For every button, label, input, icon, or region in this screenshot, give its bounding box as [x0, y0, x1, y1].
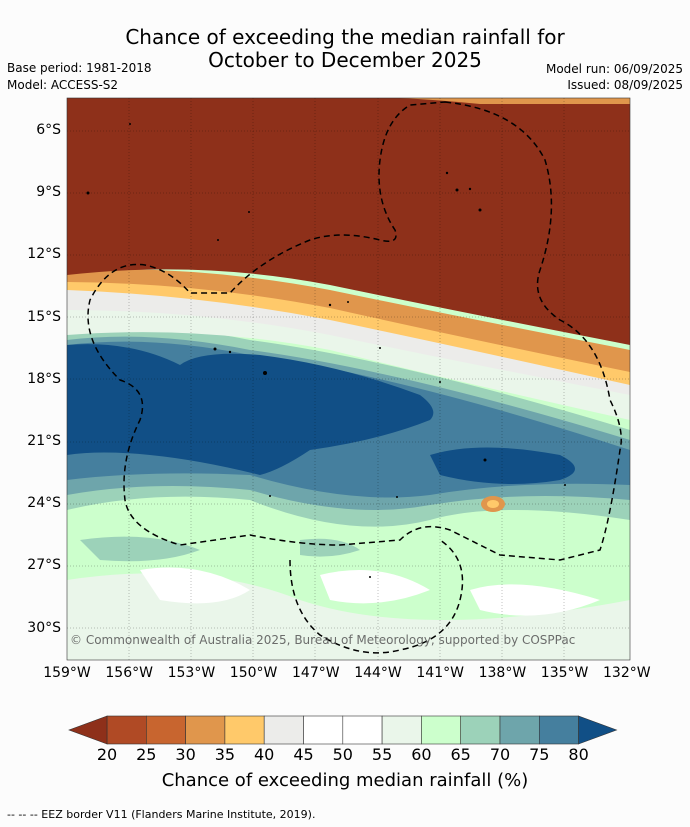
colorbar-segment [421, 715, 461, 745]
longitude-label: 147°W [292, 665, 340, 681]
latitude-label: 21°S [27, 433, 61, 449]
colorbar-tick-label: 20 [96, 745, 118, 764]
colorbar-segment [342, 715, 383, 745]
model-name: Model: ACCESS-S2 [7, 78, 119, 92]
colorbar-tick-label: 80 [568, 745, 589, 764]
colorbar-tick-label: 35 [214, 745, 236, 764]
map-title-line1: Chance of exceeding the median rainfall … [125, 25, 565, 49]
colorbar-segment [303, 715, 344, 745]
latitude-label: 9°S [36, 184, 61, 201]
eez-border [87, 101, 622, 654]
colorbar-tick-label: 60 [411, 745, 432, 764]
colorbar-segment [224, 715, 265, 745]
colorbar-segment [106, 715, 147, 745]
longitude-label: 138°W [478, 665, 527, 681]
longitude-label: 132°W [603, 665, 651, 681]
latitude-label: 24°S [27, 495, 61, 512]
eez-footnote: -- -- -- EEZ border V11 (Flanders Marine… [7, 808, 316, 821]
colorbar-segment [146, 715, 186, 745]
latitude-label: 18°S [27, 370, 61, 387]
longitude-label: 150°W [229, 665, 278, 681]
longitude-label: 159°W [43, 665, 91, 681]
colorbar-tick-label: 45 [293, 745, 314, 764]
colorbar-tick-label: 25 [136, 745, 157, 764]
base-period: Base period: 1981-2018 [7, 61, 152, 75]
issued-date: Issued: 08/09/2025 [567, 78, 683, 92]
colorbar-tick-label: 70 [489, 745, 511, 764]
longitude-label: 153°W [167, 665, 216, 681]
colorbar-segment [263, 715, 304, 745]
longitude-label: 135°W [540, 665, 589, 681]
colorbar-segment [499, 715, 540, 745]
colorbar-over-arrow [578, 715, 618, 745]
colorbar-tick-label: 75 [529, 745, 550, 764]
colorbar-tick-label: 30 [175, 745, 196, 764]
colorbar-segment [381, 715, 422, 745]
longitude-label: 156°W [105, 665, 153, 681]
model-run: Model run: 06/09/2025 [545, 62, 683, 76]
colorbar-tick-label: 40 [254, 745, 275, 764]
colorbar-tick-label: 55 [371, 745, 393, 764]
longitude-label: 141°W [416, 665, 464, 681]
colorbar-label: Chance of exceeding median rainfall (%) [161, 770, 529, 791]
colorbar-tick-label: 65 [450, 745, 471, 764]
colorbar-segment [538, 715, 579, 745]
colorbar [68, 715, 618, 745]
islands [86, 123, 566, 578]
latitude-label: 30°S [27, 619, 61, 636]
latitude-label: 6°S [36, 122, 61, 138]
colorbar-tick-label: 50 [332, 745, 353, 764]
colorbar-segment [185, 715, 226, 745]
map-title-line2: October to December 2025 [208, 48, 482, 72]
colorbar-segment [460, 715, 501, 745]
copyright-notice: © Commonwealth of Australia 2025, Bureau… [70, 633, 576, 647]
latitude-label: 15°S [27, 308, 61, 325]
latitude-label: 12°S [27, 246, 61, 263]
longitude-label: 144°W [354, 665, 402, 681]
colorbar-under-arrow [68, 715, 108, 745]
map-field [67, 98, 630, 660]
latitude-label: 27°S [27, 557, 61, 574]
